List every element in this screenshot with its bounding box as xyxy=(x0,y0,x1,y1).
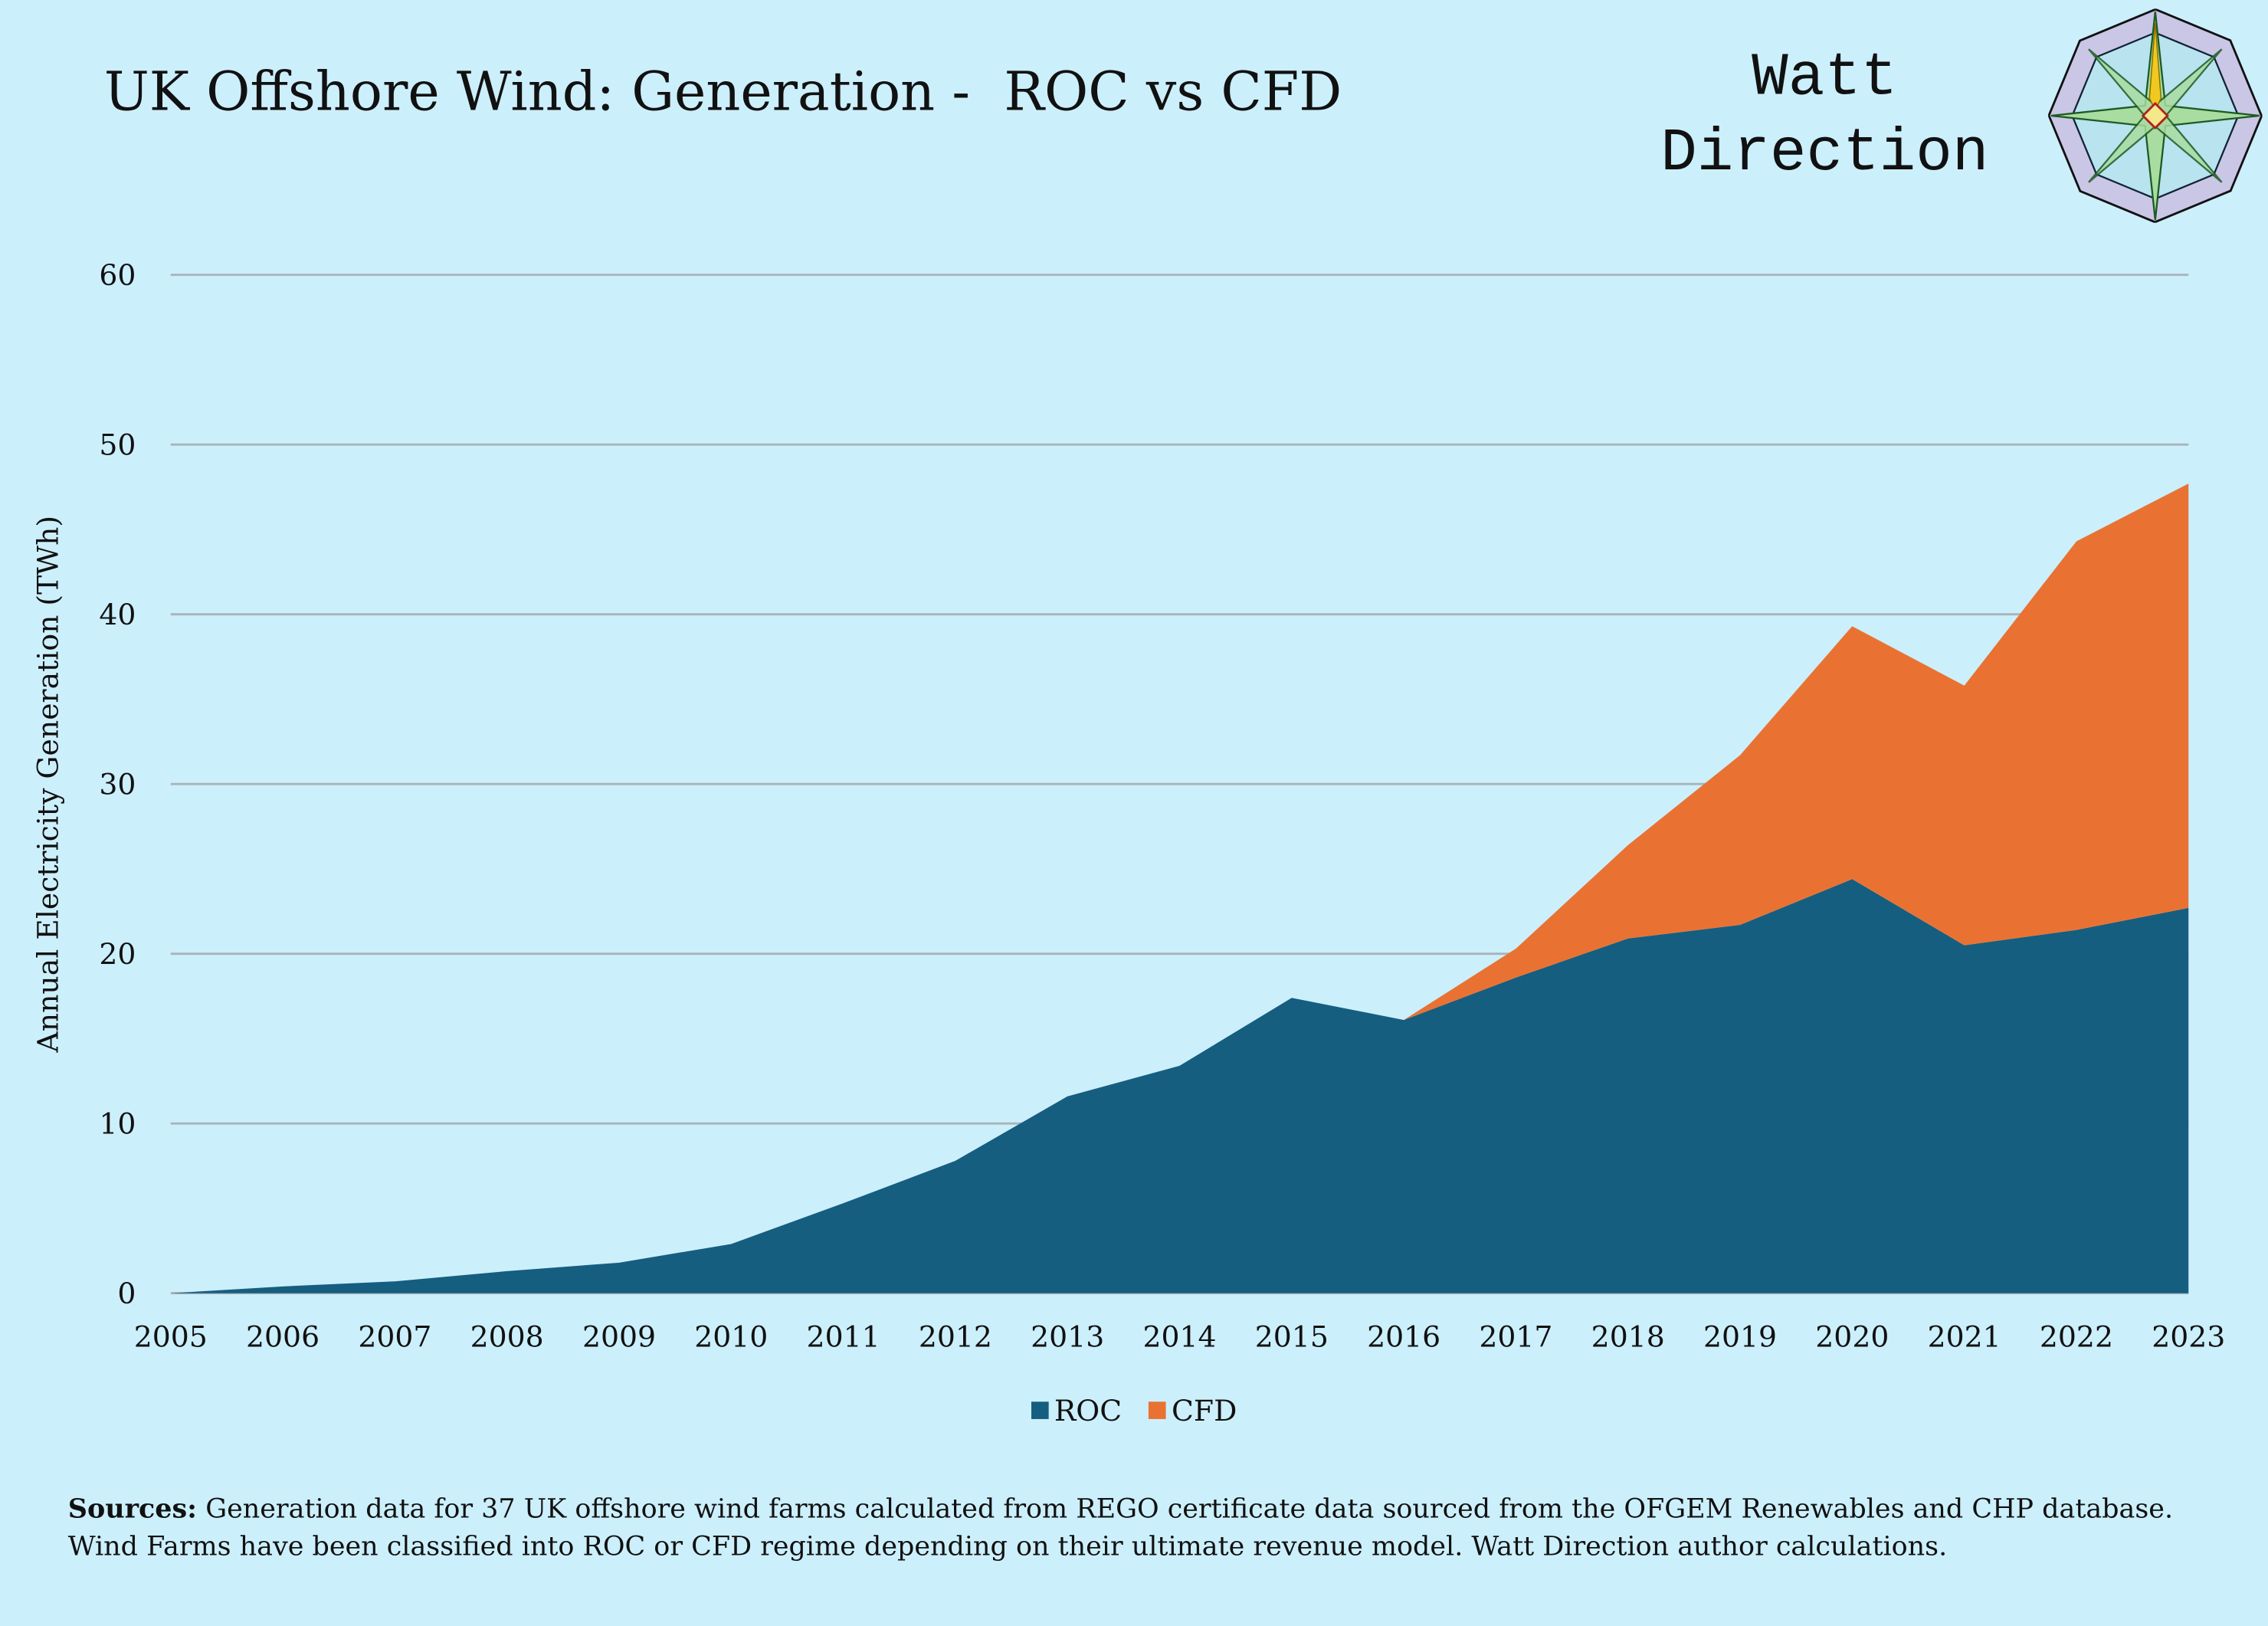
x-tick-label: 2014 xyxy=(1142,1320,1216,1354)
x-tick-label: 2019 xyxy=(1703,1320,1777,1354)
legend-swatch-roc xyxy=(1031,1401,1049,1419)
x-tick-label: 2010 xyxy=(694,1320,768,1354)
x-tick-label: 2016 xyxy=(1367,1320,1440,1354)
brand-line-1: Watt xyxy=(1752,43,1898,113)
y-tick-label: 0 xyxy=(117,1277,136,1310)
y-tick-label: 50 xyxy=(99,428,136,461)
legend: ROC CFD xyxy=(0,1392,2268,1428)
brand-name: Watt Direction xyxy=(1660,41,1988,191)
x-tick-label: 2017 xyxy=(1479,1320,1552,1354)
y-tick-label: 30 xyxy=(99,767,136,801)
x-tick-label: 2018 xyxy=(1591,1320,1665,1354)
legend-item-cfd: CFD xyxy=(1148,1392,1237,1428)
x-tick-label: 2015 xyxy=(1255,1320,1329,1354)
y-tick-label: 40 xyxy=(99,598,136,631)
area-roc xyxy=(170,879,2189,1293)
sources-label: Sources: xyxy=(67,1494,198,1525)
y-axis-label: Annual Electricity Generation (TWh) xyxy=(31,516,65,1054)
x-tick-label: 2006 xyxy=(246,1320,320,1354)
y-tick-label: 10 xyxy=(99,1106,136,1140)
x-tick-label: 2022 xyxy=(2040,1320,2113,1354)
sources-text: Generation data for 37 UK offshore wind … xyxy=(67,1494,2174,1562)
y-tick-label: 60 xyxy=(99,258,136,292)
x-tick-label: 2021 xyxy=(1928,1320,2001,1354)
area-cfd xyxy=(170,484,2189,1293)
x-tick-label: 2020 xyxy=(1815,1320,1889,1354)
legend-swatch-cfd xyxy=(1148,1401,1166,1419)
compass-rose-logo xyxy=(2048,8,2263,223)
sources-note: Sources: Generation data for 37 UK offsh… xyxy=(68,1491,2209,1566)
x-tick-label: 2007 xyxy=(358,1320,431,1354)
x-tick-label: 2013 xyxy=(1031,1320,1104,1354)
x-tick-label: 2012 xyxy=(919,1320,992,1354)
legend-item-roc: ROC xyxy=(1031,1393,1122,1428)
x-tick-label: 2011 xyxy=(807,1320,880,1354)
legend-label-cfd: CFD xyxy=(1172,1392,1237,1428)
x-tick-label: 2023 xyxy=(2152,1320,2225,1354)
chart-title: UK Offshore Wind: Generation - ROC vs CF… xyxy=(103,61,1342,123)
x-tick-label: 2005 xyxy=(134,1320,208,1354)
x-tick-label: 2009 xyxy=(582,1320,656,1354)
brand-line-2: Direction xyxy=(1660,118,1989,188)
legend-label-roc: ROC xyxy=(1054,1392,1123,1428)
y-tick-label: 20 xyxy=(99,937,136,971)
x-tick-label: 2008 xyxy=(470,1320,544,1354)
